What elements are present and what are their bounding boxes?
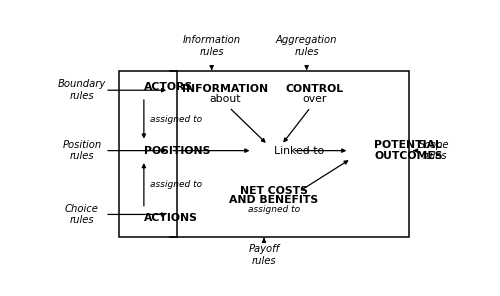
Text: assigned to: assigned to [150, 180, 202, 189]
Text: AND BENEFITS: AND BENEFITS [229, 195, 318, 205]
Text: INFORMATION: INFORMATION [182, 84, 268, 94]
Text: Position
rules: Position rules [62, 140, 102, 161]
Text: OUTCOMES: OUTCOMES [374, 151, 443, 161]
Text: Aggregation
rules: Aggregation rules [276, 35, 338, 57]
Bar [118, 71, 410, 237]
Text: ACTORS: ACTORS [144, 82, 193, 92]
Text: assigned to: assigned to [248, 205, 300, 214]
Text: assigned to: assigned to [150, 115, 202, 124]
Text: about: about [210, 94, 241, 104]
Text: POTENTIAL: POTENTIAL [374, 140, 442, 150]
Text: Scope
rules: Scope rules [419, 140, 450, 161]
Text: POSITIONS: POSITIONS [144, 146, 210, 156]
Text: Boundary
rules: Boundary rules [58, 79, 106, 101]
Text: Information
rules: Information rules [182, 35, 241, 57]
Text: Linked to: Linked to [274, 146, 324, 156]
Text: over: over [302, 94, 326, 104]
Text: Payoff
rules: Payoff rules [248, 244, 280, 266]
Text: NET COSTS: NET COSTS [240, 186, 308, 196]
Text: Choice
rules: Choice rules [65, 204, 99, 225]
Text: CONTROL: CONTROL [286, 84, 344, 94]
Text: ACTIONS: ACTIONS [144, 213, 198, 223]
